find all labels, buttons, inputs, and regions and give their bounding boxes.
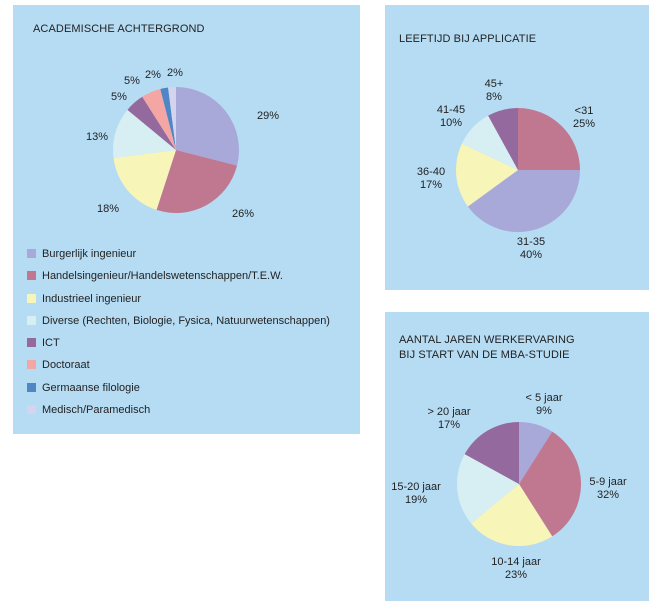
pie-slice-medisch-paramedisch <box>168 87 176 150</box>
pie-chart-leeftijd: <31 25% 31-35 40% 36-40 17% 41-45 10% 45+ 8% <box>417 78 595 261</box>
slice-label-doctoraat: 5% <box>124 75 140 87</box>
legend-swatch <box>27 271 36 281</box>
legend-swatch <box>27 315 36 325</box>
slice-label-36-40: 36-40 17% <box>417 166 445 191</box>
pie-slice-31 <box>518 108 580 170</box>
chart-title: LEEFTIJD BIJ APPLICATIE <box>399 33 537 45</box>
slice-label-ict: 5% <box>111 91 127 103</box>
pie-slice-10-14-jaar <box>471 484 553 546</box>
slice-label-20-jaar: > 20 jaar 17% <box>427 406 470 431</box>
slice-label-5-9-jaar: 5-9 jaar 32% <box>589 476 627 501</box>
legend-item-germaanse-filologie: Germaanse filologie <box>27 382 330 404</box>
pie-slice-burgerlijk-ingenieur <box>176 87 239 166</box>
legend-item-ict: ICT <box>27 337 330 359</box>
chart-title: AANTAL JAREN WERKERVARING BIJ START VAN … <box>399 333 575 363</box>
legend-item-burgerlijk-ingenieur: Burgerlijk ingenieur <box>27 248 330 270</box>
legend-swatch <box>27 360 36 370</box>
legend-item-doctoraat: Doctoraat <box>27 359 330 381</box>
slice-label-handelsingenieur-handelswetenschappen-t-e-w: 26% <box>232 208 254 220</box>
legend-swatch <box>27 293 36 303</box>
pie-slice-ict <box>127 96 176 150</box>
legend-swatch <box>27 249 36 258</box>
pie-slice-36-40 <box>455 143 518 207</box>
legend-swatch <box>27 338 36 348</box>
pie-slice-industrieel-ingenieur <box>113 150 176 210</box>
slice-label-medisch-paramedisch: 2% <box>167 67 183 79</box>
pie-slice-diverse-rechten-biologie-fysica-natuurwetenschappen <box>113 109 176 158</box>
legend-label: Germaanse filologie <box>42 381 140 394</box>
panel-academische-achtergrond: ACADEMISCHE ACHTERGROND 29% 26% 18% 13% 5% 5%… <box>13 5 360 434</box>
legend-label: Medisch/Paramedisch <box>42 404 151 417</box>
slice-label-45: 45+ 8% <box>485 78 504 103</box>
legend-item-industrieel-ingenieur: Industrieel ingenieur <box>27 293 330 315</box>
chart-title-line-1: AANTAL JAREN WERKERVARING <box>399 334 575 346</box>
legend-label: Burgerlijk ingenieur <box>42 248 137 260</box>
legend-label: Diverse (Rechten, Biologie, Fysica, Natu… <box>42 314 330 327</box>
slice-label-diverse-rechten-biologie-fysica-natuurwetenschappen: 13% <box>86 131 108 143</box>
slice-label-5-jaar: < 5 jaar 9% <box>526 392 563 417</box>
slice-label-31: <31 25% <box>573 105 595 130</box>
legend-label: Industrieel ingenieur <box>42 292 142 305</box>
pie-chart-academische-achtergrond: 29% 26% 18% 13% 5% 5% 2% 2% <box>86 67 279 220</box>
pie-slice-doctoraat <box>142 88 176 150</box>
slice-label-industrieel-ingenieur: 18% <box>97 203 119 215</box>
pie-slice-germaanse-filologie <box>160 87 176 150</box>
legend-label: Doctoraat <box>42 359 90 372</box>
legend-swatch <box>27 382 36 392</box>
panel-leeftijd-bij-applicatie: LEEFTIJD BIJ APPLICATIE <31 25% 31-35 40% 36… <box>385 5 649 290</box>
slice-label-burgerlijk-ingenieur: 29% <box>257 110 279 122</box>
legend-label: ICT <box>42 337 60 350</box>
legend-item-diverse-rechten-biologie-fysica-natuurwetenschappen: Diverse (Rechten, Biologie, Fysica, Natu… <box>27 315 330 337</box>
pie-slice-45 <box>488 108 518 170</box>
slice-label-10-14-jaar: 10-14 jaar 23% <box>491 556 541 581</box>
chart-title: ACADEMISCHE ACHTERGROND <box>33 23 205 35</box>
legend: Burgerlijk ingenieur Handelsingenieur/Han… <box>27 248 330 426</box>
pie-slice-20-jaar <box>464 422 519 484</box>
slice-label-31-35: 31-35 40% <box>517 236 545 261</box>
slice-label-41-45: 41-45 10% <box>437 104 465 129</box>
pie-slice-31-35 <box>467 170 580 232</box>
panel-werkervaring: AANTAL JAREN WERKERVARING BIJ START VAN … <box>385 312 649 601</box>
pie-chart-werkervaring: < 5 jaar 9% 5-9 jaar 32% 10-14 jaar 23% 15-20 … <box>391 392 627 581</box>
pie-slice-41-45 <box>461 115 518 170</box>
legend-swatch <box>27 405 36 415</box>
chart-title-line-2: BIJ START VAN DE MBA-STUDIE <box>399 349 570 361</box>
pie-slice-5-jaar <box>519 422 553 484</box>
slice-label-15-20-jaar: 15-20 jaar 19% <box>391 481 441 506</box>
pie-slice-15-20-jaar <box>457 454 519 524</box>
slice-label-germaanse-filologie: 2% <box>145 69 161 81</box>
legend-label: Handelsingenieur/Handelswetenschappen/T.… <box>42 270 283 283</box>
legend-item-handelsingenieur-handelswetenschappen-t-e-w: Handelsingenieur/Handelswetenschappen/T.… <box>27 270 330 292</box>
pie-slice-5-9-jaar <box>519 431 582 537</box>
pie-slice-handelsingenieur-handelswetenschappen-t-e-w <box>156 150 238 214</box>
legend-item-medisch-paramedisch: Medisch/Paramedisch <box>27 404 330 426</box>
